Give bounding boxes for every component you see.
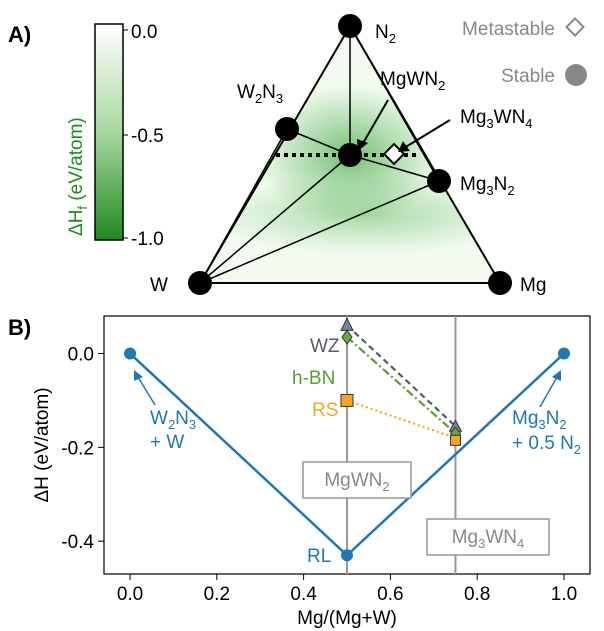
annotation-right: Mg3N2 + 0.5 N2 — [512, 370, 581, 457]
annotation-right-line2: + 0.5 N2 — [512, 433, 581, 457]
series-layer — [124, 317, 570, 562]
stable-point-mgwn2 — [338, 143, 362, 167]
phase-label-mg3wn4: Mg3WN4 — [452, 527, 525, 551]
colorbar-tick-label: -0.5 — [131, 126, 164, 147]
series-line-wz — [346, 324, 457, 428]
colorbar-tick-label: 0.0 — [131, 22, 157, 43]
stable-point-mg — [488, 271, 512, 295]
stable-point-mg3n2 — [427, 169, 451, 193]
label-w: W — [150, 275, 168, 296]
label-mg: Mg — [520, 275, 546, 296]
data-point-hbn — [341, 329, 353, 345]
y-tick-label: -0.2 — [61, 438, 94, 459]
data-point-mg3wn4 — [449, 434, 461, 446]
phase-label-mgwn2: MgWN2 — [324, 470, 389, 494]
label-rs: RS — [312, 400, 338, 421]
label-mg3wn4: Mg3WN4 — [460, 107, 533, 131]
label-wz: WZ — [310, 336, 340, 357]
x-tick-label: 0.0 — [117, 584, 143, 605]
annotation-arrow — [539, 376, 558, 408]
stable-point-w2n3 — [275, 117, 299, 141]
annotation-left-line2: + W — [150, 432, 184, 453]
legend-stable-marker — [565, 64, 587, 86]
legend-metastable-marker — [565, 17, 585, 37]
phase-label-box — [426, 518, 550, 556]
y-axis: 0.0 -0.2 -0.4 — [61, 345, 104, 553]
panel-a-label: A) — [8, 22, 31, 47]
annotation-arrow — [137, 376, 156, 406]
stable-point-n2 — [338, 14, 362, 38]
colorbar-tick-label: -1.0 — [131, 229, 164, 250]
x-tick-label: 0.6 — [377, 584, 403, 605]
x-axis: 0.0 0.2 0.4 0.6 0.8 1.0 — [117, 574, 577, 605]
triangle-outline — [198, 24, 502, 284]
label-rl: RL — [307, 546, 331, 567]
annotation-right-line1: Mg3N2 — [512, 408, 567, 432]
x-tick-label: 0.2 — [204, 584, 230, 605]
panel-b-label: B) — [8, 315, 31, 340]
x-axis-label: Mg/(Mg+W) — [297, 608, 397, 629]
x-tick-label: 0.8 — [464, 584, 490, 605]
label-n2: N2 — [375, 22, 396, 46]
panel-a: A) 0.0 -0.5 -1.0 ΔHf (eV/atom) — [8, 14, 587, 296]
metastable-point-mg3wn4 — [382, 142, 406, 166]
data-point-hull — [557, 347, 570, 360]
x-tick-label: 0.4 — [290, 584, 317, 605]
annotation-left-line1: W2N3 — [150, 408, 196, 432]
x-tick-label: 1.0 — [551, 584, 577, 605]
arrow-head — [552, 370, 561, 381]
tie-line — [199, 154, 351, 284]
label-mgwn2: MgWN2 — [380, 69, 445, 93]
label-mg3n2: Mg3N2 — [460, 174, 515, 198]
legend: Metastable Stable — [462, 17, 587, 87]
data-point-rs — [340, 393, 354, 407]
label-w2n3: W2N3 — [237, 82, 283, 106]
arrow-head — [398, 141, 410, 152]
arrow-mg3wn4 — [403, 119, 451, 149]
ternary-diagram: N2 W Mg W2N3 MgWN2 Mg3WN4 Mg3N2 — [150, 14, 546, 296]
y-tick-label: -0.4 — [61, 532, 94, 553]
data-point-hull — [124, 347, 137, 360]
phase-label-box — [302, 461, 412, 499]
data-point-wz — [340, 317, 354, 331]
arrow-mgwn2 — [361, 99, 389, 146]
label-hbn: h-BN — [292, 368, 335, 389]
tie-line — [349, 154, 440, 182]
tie-line — [199, 180, 440, 284]
legend-metastable-label: Metastable — [462, 19, 555, 40]
y-tick-label: 0.0 — [68, 345, 94, 366]
arrow-head — [134, 370, 143, 381]
series-line-hbn — [346, 336, 457, 435]
colorbar-label: ΔHf (eV/atom) — [66, 117, 90, 236]
stability-shading — [205, 175, 500, 255]
phase-label-mgwn2-box: MgWN2 — [302, 461, 412, 499]
legend-stable-label: Stable — [501, 66, 555, 87]
colorbar-bar — [94, 23, 124, 241]
y-axis-label: ΔH (eV/atom) — [32, 387, 53, 502]
data-point-hull — [341, 549, 353, 562]
colorbar: 0.0 -0.5 -1.0 ΔHf (eV/atom) — [66, 22, 164, 250]
arrow-head — [357, 139, 368, 151]
phase-label-mg3wn4-box: Mg3WN4 — [426, 518, 550, 556]
annotation-left: W2N3 + W — [134, 370, 196, 453]
stable-point-w — [188, 271, 212, 295]
panel-b: B) 0.0 0.2 0.4 0.6 0.8 1.0 0.0 -0.2 -0.4 Mg/(Mg… — [8, 315, 591, 629]
series-line-rs — [346, 399, 456, 440]
